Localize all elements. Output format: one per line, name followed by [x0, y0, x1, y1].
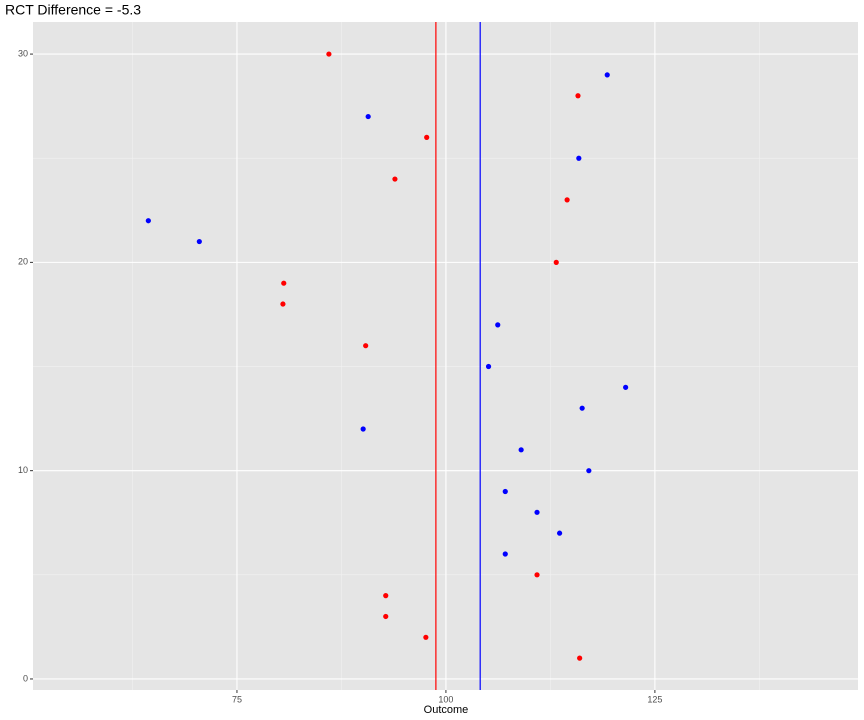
point: [365, 113, 371, 120]
x-axis-label: Outcome: [424, 704, 469, 716]
x-tick-label: 100: [438, 694, 453, 704]
point: [280, 301, 286, 307]
chart-title: RCT Difference = -5.3: [5, 2, 141, 18]
x-tick-label: 125: [647, 694, 662, 704]
point: [360, 426, 366, 432]
y-tick-label: 0: [23, 673, 28, 683]
y-tick-label: 30: [18, 48, 28, 58]
y-tick-label: 10: [18, 465, 28, 475]
point: [392, 176, 398, 182]
point: [576, 155, 582, 161]
point: [383, 613, 389, 620]
point: [383, 593, 389, 599]
point: [556, 530, 563, 536]
point: [424, 134, 430, 140]
point: [564, 197, 570, 203]
point: [363, 343, 369, 349]
point: [579, 405, 585, 411]
point: [423, 634, 429, 640]
point: [502, 488, 508, 495]
point: [534, 572, 540, 578]
point: [586, 468, 592, 474]
x-tick-label: 75: [232, 694, 242, 704]
point: [485, 363, 492, 370]
point: [502, 551, 508, 557]
point: [495, 322, 501, 328]
point: [604, 72, 610, 78]
point: [575, 93, 581, 99]
point: [326, 51, 332, 57]
point: [577, 655, 583, 661]
point: [518, 447, 524, 453]
point: [196, 238, 202, 245]
point: [145, 218, 151, 224]
point: [623, 384, 629, 390]
y-tick-label: 20: [18, 257, 28, 267]
point: [281, 280, 287, 286]
point: [553, 259, 559, 265]
point: [534, 509, 540, 515]
